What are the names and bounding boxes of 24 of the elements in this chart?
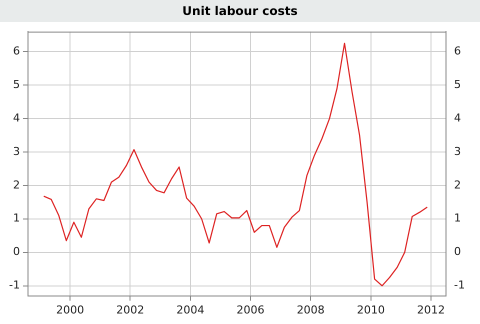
- x-tick-label: 2006: [236, 303, 265, 316]
- y2-tick-label: 2: [454, 178, 462, 192]
- y-tick-label: 5: [12, 78, 20, 91]
- y2-tick-label: 6: [454, 44, 462, 58]
- x-tick-label: 2000: [56, 303, 84, 316]
- x-tick-label: 2004: [176, 303, 204, 316]
- y-tick-label: 4: [12, 111, 20, 124]
- y-tick-label: 1: [12, 212, 20, 225]
- x-tick-label: 2012: [416, 303, 445, 316]
- y-tick-label: 3: [12, 144, 20, 158]
- x-tick-label: 2002: [116, 303, 144, 316]
- x-tick-label: 2010: [356, 303, 385, 316]
- y-tick-label: 0: [12, 245, 20, 258]
- y-tick-label: 2: [12, 178, 20, 192]
- y2-tick-label: 0: [454, 245, 462, 258]
- y2-tick-label: 5: [454, 78, 462, 91]
- y-tick-label: -1: [9, 278, 20, 292]
- y2-tick-label: 1: [454, 212, 462, 225]
- y2-tick-label: 4: [454, 111, 462, 124]
- y2-tick-label: 3: [454, 144, 462, 158]
- x-tick-label: 2008: [296, 303, 325, 316]
- y-tick-label: 6: [12, 44, 20, 58]
- y2-tick-label: -1: [454, 278, 465, 292]
- chart-title: Unit labour costs: [0, 0, 480, 22]
